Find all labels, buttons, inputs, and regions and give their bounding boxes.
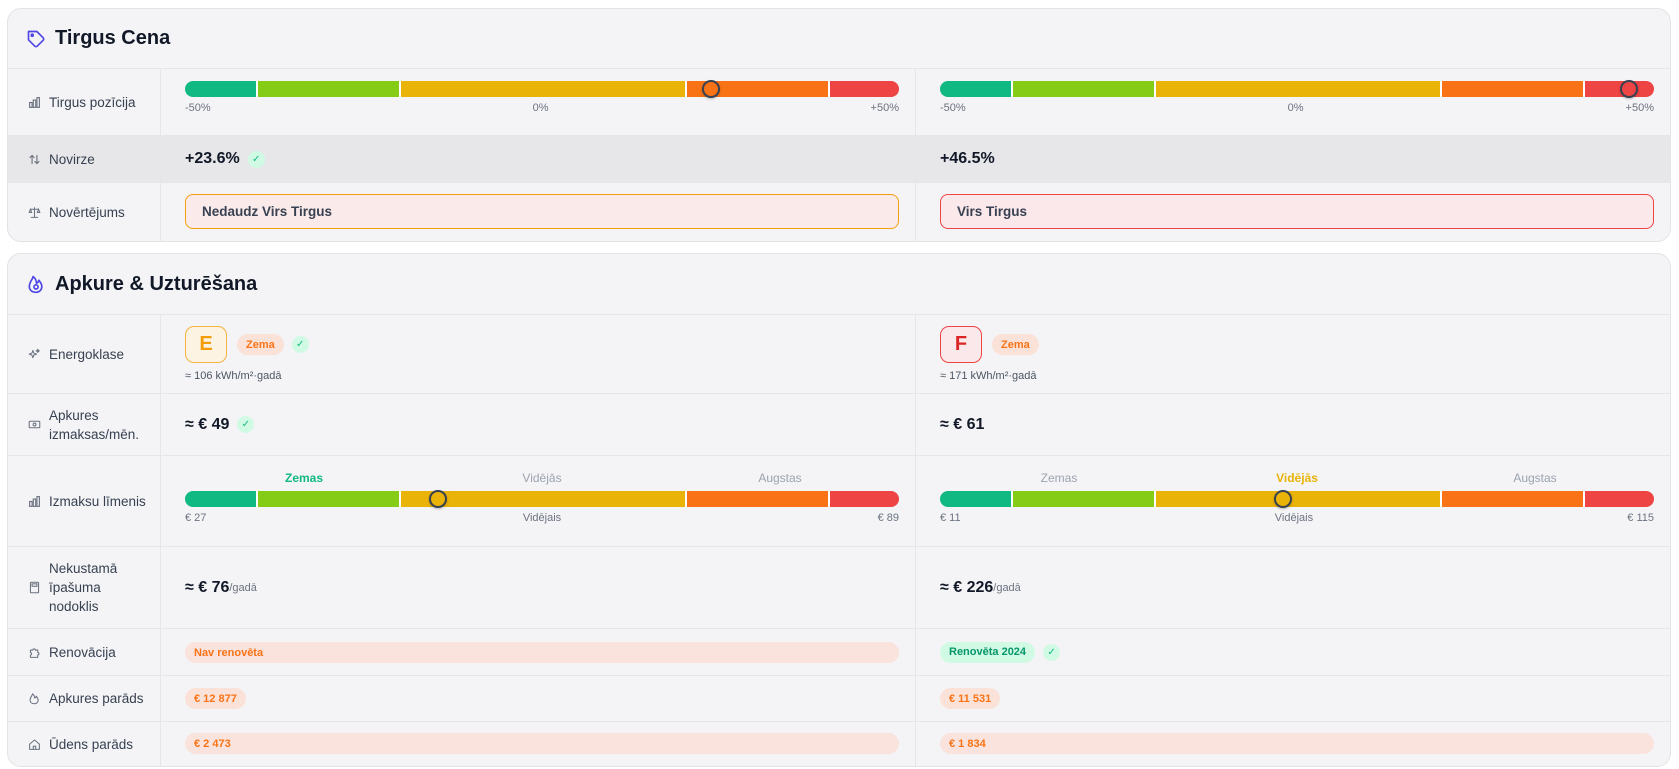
deviation-value: +46.5% xyxy=(940,150,995,167)
heating-cost-value: ≈ € 61 xyxy=(940,415,985,433)
cost-level-labels: Zemas Vidējās Augstas xyxy=(284,471,802,485)
heating-debt-badge: € 11 531 xyxy=(940,688,1001,709)
market-price-card: Tirgus Cena Tirgus pozīcija -50% 0% +50% xyxy=(7,8,1671,242)
energy-class-badge: E xyxy=(185,326,227,363)
energy-level-badge: Zema xyxy=(237,334,284,355)
cost-level-cell-2: Zemas Vidējās Augstas € 11 Vidējais € 11… xyxy=(940,471,1654,524)
check-icon: ✓ xyxy=(291,336,309,353)
energy-consumption: ≈ 106 kWh/m²·gadā xyxy=(185,370,282,382)
assessment-badge: Nedaudz Virs Tirgus xyxy=(185,194,899,229)
heating-debt-row: Apkures parāds € 12 877 € 11 531 xyxy=(8,676,1670,722)
heating-debt-label: Apkures parāds xyxy=(8,676,161,721)
heating-debt-cell-1: € 12 877 xyxy=(161,676,916,721)
renovation-status-badge: Renovēta 2024 xyxy=(940,641,1036,663)
assessment-cell-2: Virs Tirgus xyxy=(916,183,1670,241)
property-tax-cell-2: ≈ € 226 /gadā xyxy=(916,547,1670,628)
property-tax-cell-1: ≈ € 76 /gadā xyxy=(161,547,916,628)
market-position-marker[interactable] xyxy=(1620,80,1638,98)
deviation-cell-2: +46.5% xyxy=(916,136,1670,182)
market-position-row: Tirgus pozīcija -50% 0% +50% -50% 0% +50… xyxy=(8,69,1670,136)
market-position-cell-1: -50% 0% +50% xyxy=(161,69,916,135)
property-tax-label: Nekustamā īpašuma nodoklis xyxy=(8,547,161,628)
puzzle-icon xyxy=(29,647,40,658)
energy-class-cell-2: F Zema ≈ 171 kWh/m²·gadā xyxy=(916,315,1670,393)
market-position-marker[interactable] xyxy=(701,80,720,98)
home-icon xyxy=(29,739,40,750)
bar-chart-icon xyxy=(29,495,40,507)
assessment-badge: Virs Tirgus xyxy=(940,194,1654,229)
cost-level-cell-1: Zemas Vidējās Augstas € 27 Vidējais € 89 xyxy=(161,456,916,546)
market-position-bar xyxy=(185,80,899,98)
scales-icon xyxy=(28,206,41,218)
heating-header: Apkure & Uzturēšana xyxy=(8,254,1670,315)
renovation-label: Renovācija xyxy=(8,629,161,675)
price-tag-icon xyxy=(27,30,45,47)
assessment-label: Novērtējums xyxy=(8,183,161,241)
market-position-label: Tirgus pozīcija xyxy=(8,69,161,135)
sparkles-icon xyxy=(28,348,40,358)
bar-chart-icon xyxy=(29,96,40,108)
energy-level-badge: Zema xyxy=(992,334,1039,355)
deviation-value: +23.6% xyxy=(185,150,240,167)
energy-class-cell-1: E Zema ✓ ≈ 106 kWh/m²·gadā xyxy=(161,315,916,393)
flame-icon xyxy=(28,275,43,294)
assessment-row: Novērtējums Nedaudz Virs Tirgus Virs Tir… xyxy=(8,183,1670,241)
assessment-cell-1: Nedaudz Virs Tirgus xyxy=(161,183,916,241)
renovation-cell-2: Renovēta 2024 ✓ xyxy=(916,629,1670,675)
cost-level-bar xyxy=(185,490,899,508)
heating-maintenance-card: Apkure & Uzturēšana Energoklase E Zema ✓… xyxy=(7,253,1671,767)
check-icon: ✓ xyxy=(247,150,265,168)
water-debt-badge: € 1 834 xyxy=(940,733,1654,754)
heating-cost-cell-1: ≈ € 49 ✓ xyxy=(161,394,916,455)
heating-cost-label: Apkures izmaksas/mēn. xyxy=(8,394,161,455)
cost-level-marker[interactable] xyxy=(1273,490,1292,508)
property-tax-value: ≈ € 226 xyxy=(940,578,994,596)
market-price-title: Tirgus Cena xyxy=(55,27,171,49)
heating-debt-badge: € 12 877 xyxy=(185,688,246,709)
swap-arrows-icon xyxy=(29,154,40,164)
cost-level-labels: Zemas Vidējās Augstas xyxy=(1040,471,1557,485)
energy-class-label: Energoklase xyxy=(8,315,161,393)
deviation-label: Novirze xyxy=(8,136,161,182)
energy-class-row: Energoklase E Zema ✓ ≈ 106 kWh/m²·gadā F… xyxy=(8,315,1670,394)
energy-consumption: ≈ 171 kWh/m²·gadā xyxy=(940,370,1037,382)
water-debt-row: Ūdens parāds € 2 473 € 1 834 xyxy=(8,722,1670,766)
heating-cost-cell-2: ≈ € 61 xyxy=(916,394,1670,455)
banknote-icon xyxy=(28,420,41,429)
energy-class-badge: F xyxy=(940,326,982,363)
cost-level-marker[interactable] xyxy=(429,490,448,508)
heating-cost-row: Apkures izmaksas/mēn. ≈ € 49 ✓ ≈ € 61 xyxy=(8,394,1670,456)
cost-level-row: Izmaksu līmenis Zemas Vidējās Augstas € … xyxy=(8,456,1670,547)
renovation-cell-1: Nav renovēta xyxy=(161,629,916,675)
market-price-header: Tirgus Cena xyxy=(8,9,1670,69)
check-icon: ✓ xyxy=(1043,643,1061,661)
heating-debt-cell-2: € 11 531 xyxy=(916,676,1670,721)
market-position-cell-2: -50% 0% +50% xyxy=(916,69,1670,135)
deviation-row: Novirze +23.6% ✓ +46.5% xyxy=(8,136,1670,183)
renovation-row: Renovācija Nav renovēta Renovēta 2024 ✓ xyxy=(8,629,1670,676)
renovation-status-badge: Nav renovēta xyxy=(185,642,899,663)
property-tax-row: Nekustamā īpašuma nodoklis ≈ € 76 /gadā … xyxy=(8,547,1670,629)
calculator-icon xyxy=(29,581,40,594)
water-debt-label: Ūdens parāds xyxy=(8,722,161,766)
cost-level-bar xyxy=(940,490,1654,508)
water-debt-cell-1: € 2 473 xyxy=(161,722,916,766)
heating-cost-value: ≈ € 49 xyxy=(185,415,230,433)
market-position-bar xyxy=(940,80,1654,98)
check-icon: ✓ xyxy=(237,416,255,433)
flame-icon xyxy=(29,693,39,705)
per-year-unit: /gadā xyxy=(993,581,1021,594)
water-debt-cell-2: € 1 834 xyxy=(916,722,1670,766)
water-debt-badge: € 2 473 xyxy=(185,733,899,754)
property-tax-value: ≈ € 76 xyxy=(185,578,230,596)
cost-level-label: Izmaksu līmenis xyxy=(8,456,161,546)
per-year-unit: /gadā xyxy=(229,581,257,594)
heating-title: Apkure & Uzturēšana xyxy=(55,272,258,295)
deviation-cell-1: +23.6% ✓ xyxy=(161,136,916,182)
